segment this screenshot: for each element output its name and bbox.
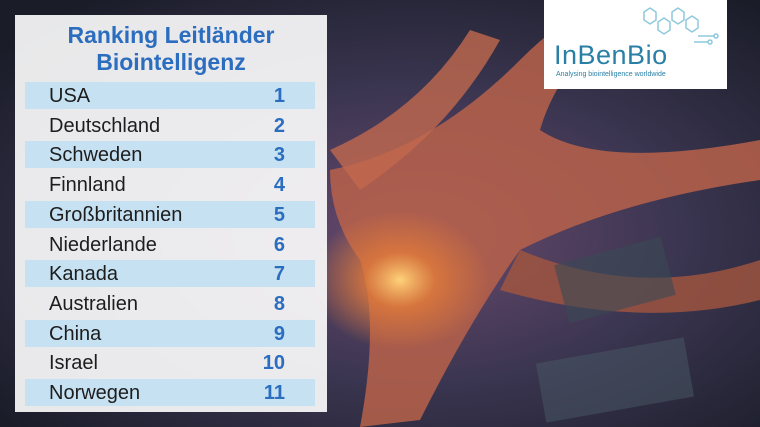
rank: 1 bbox=[273, 85, 285, 107]
title: Biointelligenz bbox=[96, 49, 246, 75]
table-row: Schweden 3 bbox=[25, 141, 315, 169]
country: Deutschland bbox=[49, 114, 161, 137]
ranking-panel: Ranking Leitländer Biointelligenz USA 1 De… bbox=[15, 15, 327, 412]
rank: 10 bbox=[262, 352, 285, 375]
table-row: Kanada 7 bbox=[25, 260, 315, 288]
table-row: Deutschland 2 bbox=[25, 112, 315, 139]
table-row: Finnland 4 bbox=[25, 171, 315, 198]
title: Ranking Leitländer bbox=[67, 22, 275, 48]
table-row: Norwegen 11 bbox=[25, 379, 315, 406]
rank: 2 bbox=[273, 114, 285, 137]
country: Kanada bbox=[49, 263, 118, 286]
rank: 11 bbox=[263, 382, 285, 404]
country: Niederlande bbox=[49, 233, 157, 256]
table-row: China 9 bbox=[25, 319, 315, 347]
table-row: Israel 10 bbox=[25, 349, 315, 376]
table-row: Australien 8 bbox=[25, 290, 315, 317]
rank: 8 bbox=[273, 292, 285, 315]
table-row: Niederlande 6 bbox=[25, 231, 315, 258]
logo: InBenBio Analysing biointelligence world… bbox=[544, 0, 727, 89]
logo-name: InBenBio bbox=[554, 40, 668, 70]
country: Großbritannien bbox=[49, 203, 183, 226]
rank: 4 bbox=[273, 174, 285, 197]
country: Israel bbox=[49, 352, 98, 375]
country: Norwegen bbox=[49, 382, 141, 404]
country: Australien bbox=[49, 292, 138, 315]
rank: 5 bbox=[273, 203, 285, 226]
country: Finnland bbox=[49, 174, 126, 197]
table-row: Großbritannien 5 bbox=[25, 200, 315, 228]
rank: 7 bbox=[273, 263, 285, 286]
country: USA bbox=[49, 85, 91, 107]
rank: 3 bbox=[273, 144, 285, 167]
rank: 9 bbox=[273, 322, 285, 345]
rank: 6 bbox=[273, 233, 285, 256]
country: Schweden bbox=[49, 144, 143, 167]
table-row: USA 1 bbox=[25, 82, 315, 109]
country: China bbox=[49, 322, 102, 345]
logo-tagline: Analysing biointelligence worldwide bbox=[556, 71, 666, 78]
logo-icon bbox=[643, 7, 719, 45]
